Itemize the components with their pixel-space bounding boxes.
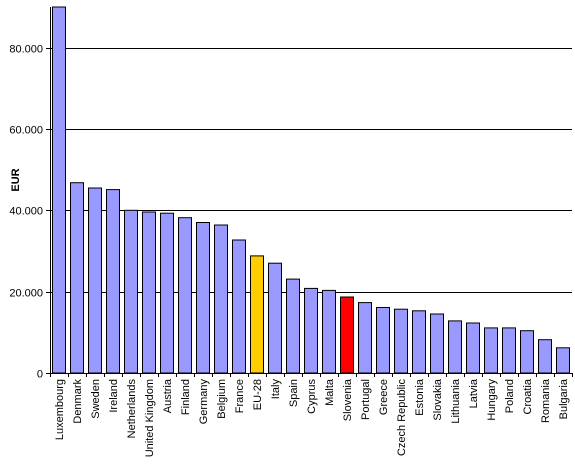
bars xyxy=(52,6,570,374)
x-tick-label: Lithuania xyxy=(450,378,462,424)
bar-denmark xyxy=(70,182,84,374)
bar-lithuania xyxy=(448,320,462,374)
x-tick-label: France xyxy=(234,379,246,413)
bar-france xyxy=(232,239,246,374)
y-tick-label: 80.000 xyxy=(9,44,43,56)
x-tick-label: Finland xyxy=(180,379,192,415)
y-axis-label: EUR xyxy=(10,168,22,191)
y-tick-label: 0 xyxy=(37,369,43,381)
x-tick-label: Greece xyxy=(378,379,390,415)
x-tick-label: Romania xyxy=(540,378,552,423)
bar-malta xyxy=(322,289,336,374)
bar-eu-28 xyxy=(250,255,264,374)
bar-estonia xyxy=(412,310,426,374)
bar-germany xyxy=(196,222,210,374)
bar-finland xyxy=(178,217,192,374)
x-tick-label: Estonia xyxy=(414,378,426,416)
bar-czech-republic xyxy=(394,308,408,374)
bar-greece xyxy=(376,307,390,374)
x-axis: Luxembourg Denmark Sweden Ireland Netherland… xyxy=(50,373,573,457)
x-tick-label: Denmark xyxy=(72,379,84,424)
x-tick-label: Slovenia xyxy=(342,378,354,421)
bar-austria xyxy=(160,212,174,374)
bar-romania xyxy=(538,339,552,374)
bar-sweden xyxy=(88,187,102,374)
bar-ireland xyxy=(106,189,120,374)
bar-slovakia xyxy=(430,313,444,374)
x-tick-label: Austria xyxy=(162,378,174,413)
x-tick-label: Malta xyxy=(324,378,336,406)
bar-slovenia xyxy=(340,296,354,374)
bar-italy xyxy=(268,262,282,374)
x-tick-label: Czech Republic xyxy=(396,379,408,457)
y-tick-label: 20.000 xyxy=(9,288,43,300)
bar-latvia xyxy=(466,322,480,374)
bar-belgium xyxy=(214,224,228,374)
x-tick-label: Belgium xyxy=(216,379,228,419)
y-axis: 0 20.000 40.000 60.000 80.000 xyxy=(9,7,51,381)
x-tick-label: Slovakia xyxy=(432,378,444,420)
x-tick-label: EU-28 xyxy=(252,379,264,410)
x-tick-label: Portugal xyxy=(360,379,372,420)
bar-croatia xyxy=(520,330,534,374)
bar-portugal xyxy=(358,302,372,374)
x-tick-label: Luxembourg xyxy=(54,379,66,440)
bar-spain xyxy=(286,278,300,374)
bar-poland xyxy=(502,327,516,374)
bar-united-kingdom xyxy=(142,211,156,374)
x-tick-label: Poland xyxy=(504,379,516,413)
y-tick-label: 40.000 xyxy=(9,206,43,218)
x-tick-label: Spain xyxy=(288,379,300,407)
x-tick-label: Croatia xyxy=(522,378,534,414)
x-tick-label: Sweden xyxy=(90,379,102,419)
x-tick-label: Bulgaria xyxy=(558,378,570,419)
x-tick-label: Ireland xyxy=(108,379,120,413)
x-tick-label: Latvia xyxy=(468,378,480,408)
x-tick-label: Germany xyxy=(198,379,210,425)
bar-netherlands xyxy=(124,209,138,374)
bar-hungary xyxy=(484,327,498,374)
x-tick-label: Netherlands xyxy=(126,379,138,439)
bar-luxembourg xyxy=(52,6,66,374)
bar-cyprus xyxy=(304,287,318,374)
x-tick-label: Hungary xyxy=(486,379,498,421)
bar-bulgaria xyxy=(556,347,570,374)
x-tick-label: United Kingdom xyxy=(144,379,156,457)
y-tick-label: 60.000 xyxy=(9,125,43,137)
x-tick-label: Cyprus xyxy=(306,379,318,414)
x-tick-label: Italy xyxy=(270,379,282,400)
